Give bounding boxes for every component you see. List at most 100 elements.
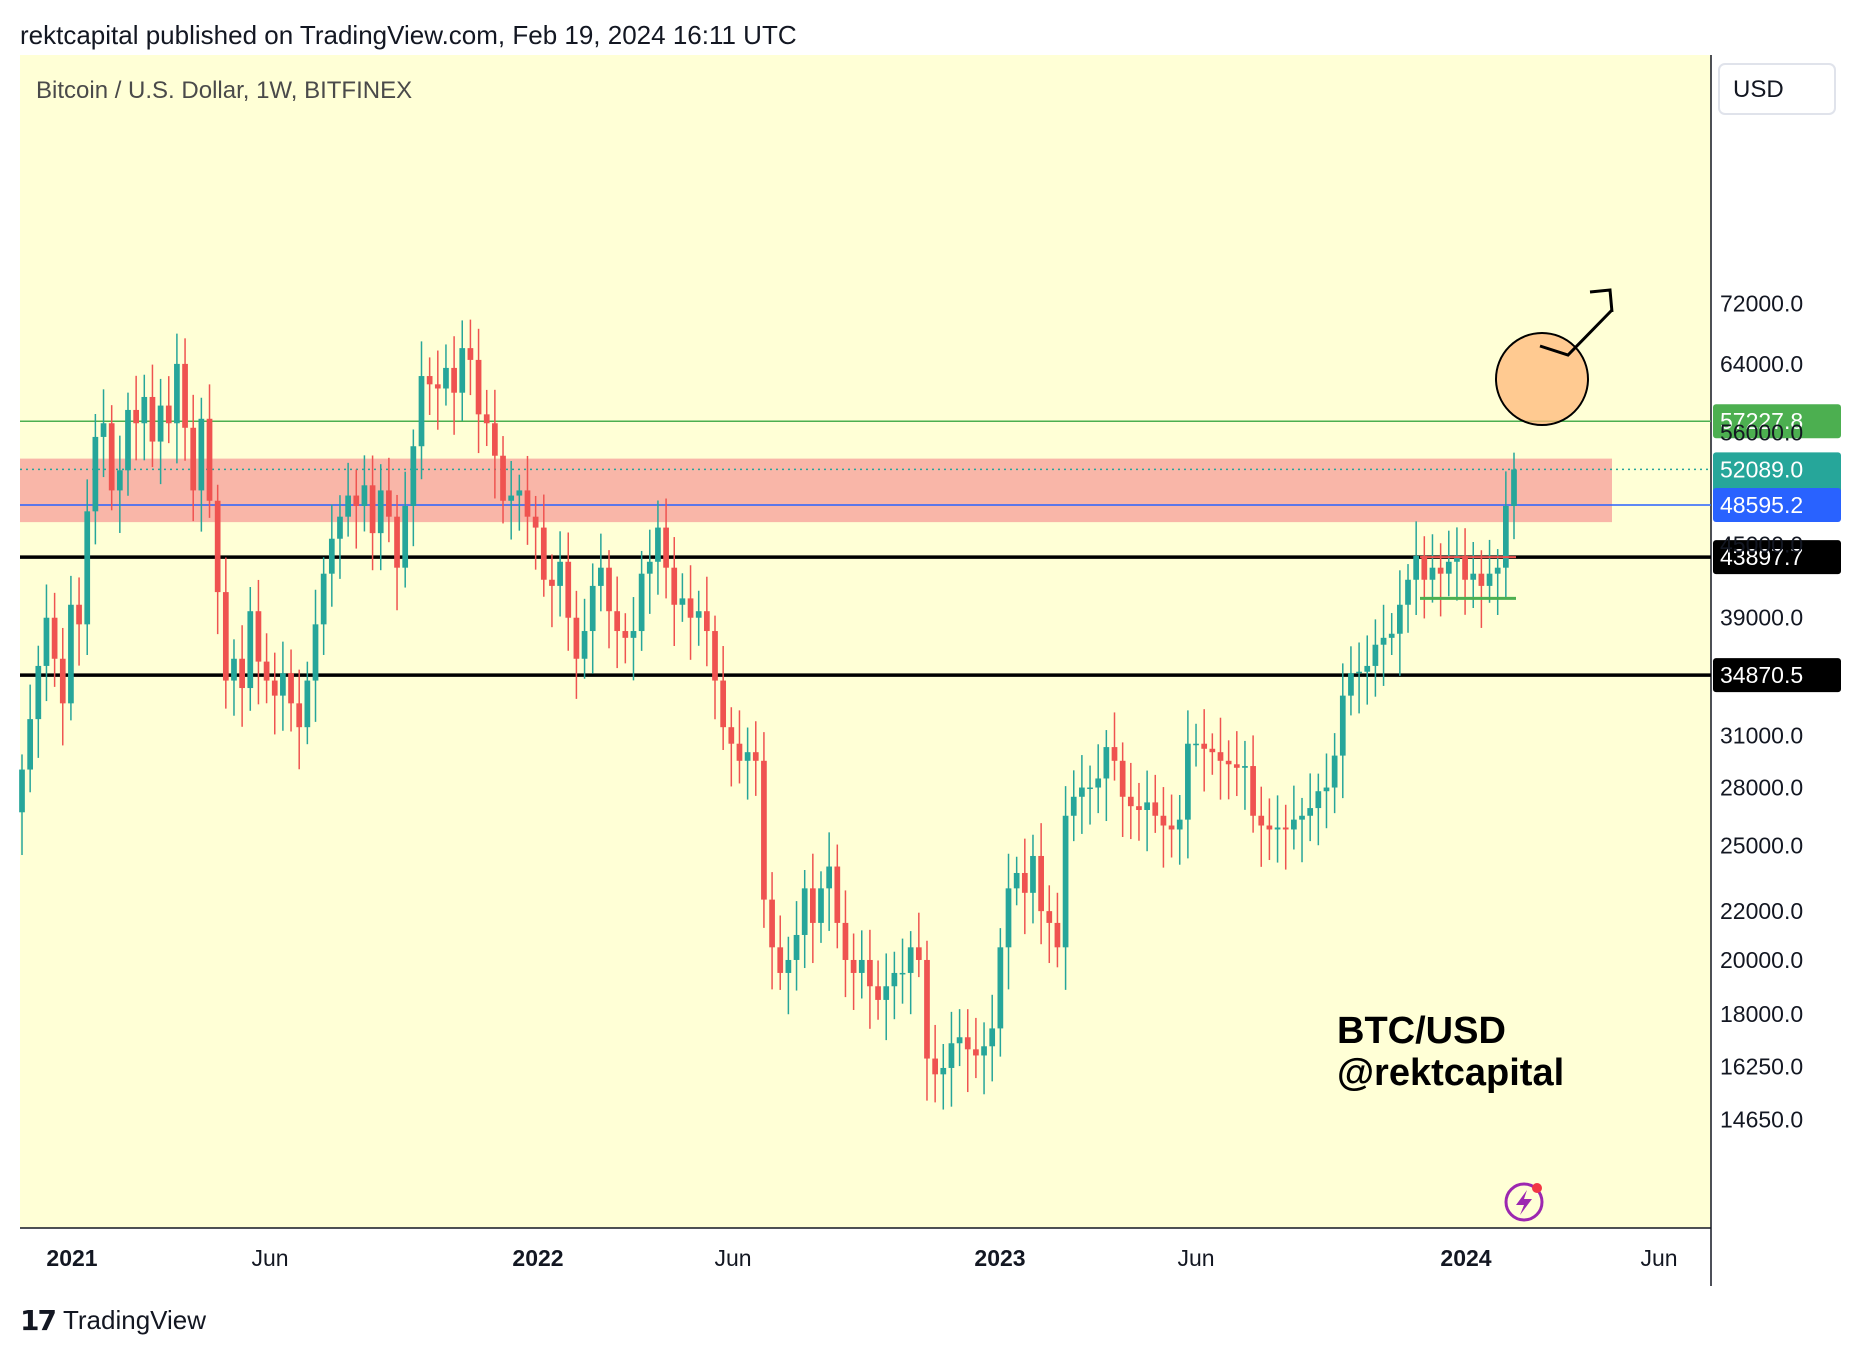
candle: [1380, 604, 1387, 686]
candle: [59, 627, 66, 746]
candle: [638, 550, 645, 651]
blue-level-label: 48595.2: [1720, 492, 1803, 518]
lightning-icon[interactable]: [1504, 1182, 1544, 1222]
candle: [1038, 823, 1044, 945]
candle: [671, 537, 678, 647]
candle: [386, 457, 392, 543]
candle: [818, 871, 824, 943]
candle: [850, 933, 857, 1010]
candle: [1046, 885, 1053, 964]
y-tick-label: 18000.0: [1720, 1001, 1803, 1027]
candle: [1111, 712, 1118, 781]
candle: [1339, 663, 1346, 799]
candle: [875, 960, 881, 1020]
tradingview-mark-icon: 17: [20, 1304, 57, 1337]
candle: [1356, 642, 1362, 714]
candle: [1372, 619, 1379, 697]
candle: [826, 832, 833, 931]
candle: [1454, 527, 1460, 601]
candle: [598, 533, 604, 612]
green-resistance-label-bg: [1713, 404, 1841, 439]
candle: [712, 615, 718, 720]
candle: [27, 684, 34, 793]
candle: [1087, 765, 1093, 825]
candle: [190, 394, 197, 522]
candle: [280, 641, 286, 731]
candle: [206, 384, 213, 518]
candle: [655, 500, 661, 595]
candle: [1299, 797, 1305, 863]
candle: [867, 929, 873, 1029]
candle: [679, 573, 686, 622]
candle: [997, 928, 1004, 1057]
y-tick-label: 31000.0: [1720, 722, 1803, 748]
candle: [801, 869, 808, 969]
candle: [377, 464, 384, 571]
candle: [76, 577, 82, 666]
candle: [492, 389, 498, 499]
y-tick-label: 64000.0: [1720, 351, 1803, 377]
candle: [19, 754, 25, 856]
candle: [1511, 452, 1517, 540]
candle: [369, 455, 376, 571]
currency-selector[interactable]: USD: [1718, 63, 1836, 115]
candle: [1405, 564, 1411, 633]
candle: [899, 938, 906, 1004]
candle: [141, 374, 148, 461]
candle: [1185, 710, 1191, 859]
candle: [532, 495, 539, 570]
chart-title: Bitcoin / U.S. Dollar, 1W, BITFINEX: [36, 77, 412, 104]
candle: [467, 319, 474, 396]
candle: [981, 1022, 987, 1095]
candle: [100, 389, 107, 478]
candle: [1445, 530, 1452, 597]
candle: [1160, 787, 1167, 868]
y-tick-label: 22000.0: [1720, 898, 1803, 924]
candle: [1250, 735, 1256, 833]
candle: [263, 633, 270, 704]
candle: [1502, 471, 1509, 599]
candle: [304, 661, 311, 745]
candle: [1274, 795, 1281, 863]
candle: [1225, 740, 1232, 800]
blue-level-label-bg: [1713, 488, 1841, 523]
candle: [68, 575, 74, 721]
candle: [1307, 773, 1314, 842]
candle: [915, 912, 922, 978]
candle: [907, 931, 914, 1015]
candle: [589, 563, 596, 674]
candle: [1462, 528, 1468, 615]
breakout-circle: [1495, 332, 1589, 426]
candle: [932, 1024, 938, 1103]
candle: [703, 576, 710, 667]
candle: [402, 471, 409, 588]
publish-info: rektcapital published on TradingView.com…: [20, 20, 797, 50]
candle: [231, 639, 237, 716]
candle: [1217, 717, 1224, 800]
tradingview-logo[interactable]: 17 TradingView: [20, 1304, 206, 1337]
candle: [940, 1044, 947, 1110]
candle: [1176, 794, 1183, 865]
candle: [198, 397, 205, 532]
candle: [834, 844, 841, 949]
watermark-pair: BTC/USD: [1337, 1010, 1506, 1052]
candle: [1103, 730, 1110, 822]
candle: [858, 930, 865, 999]
black-support-2-label: 34870.5: [1720, 662, 1803, 688]
candle: [777, 915, 784, 990]
x-tick-label: 2022: [512, 1245, 563, 1271]
black-support-1-label-bg: [1713, 540, 1841, 575]
candle: [1127, 762, 1134, 840]
candle: [508, 460, 515, 540]
candle: [973, 1017, 979, 1079]
y-tick-label: 56000.0: [1720, 419, 1803, 445]
candle: [720, 646, 727, 750]
candle: [1348, 646, 1354, 716]
candle: [1331, 733, 1338, 814]
candle: [883, 953, 890, 1041]
current-price-label: 52089.0: [1720, 456, 1803, 482]
green-resistance-label: 57227.8: [1720, 408, 1803, 434]
candle: [1054, 892, 1061, 968]
candle: [1421, 536, 1428, 619]
